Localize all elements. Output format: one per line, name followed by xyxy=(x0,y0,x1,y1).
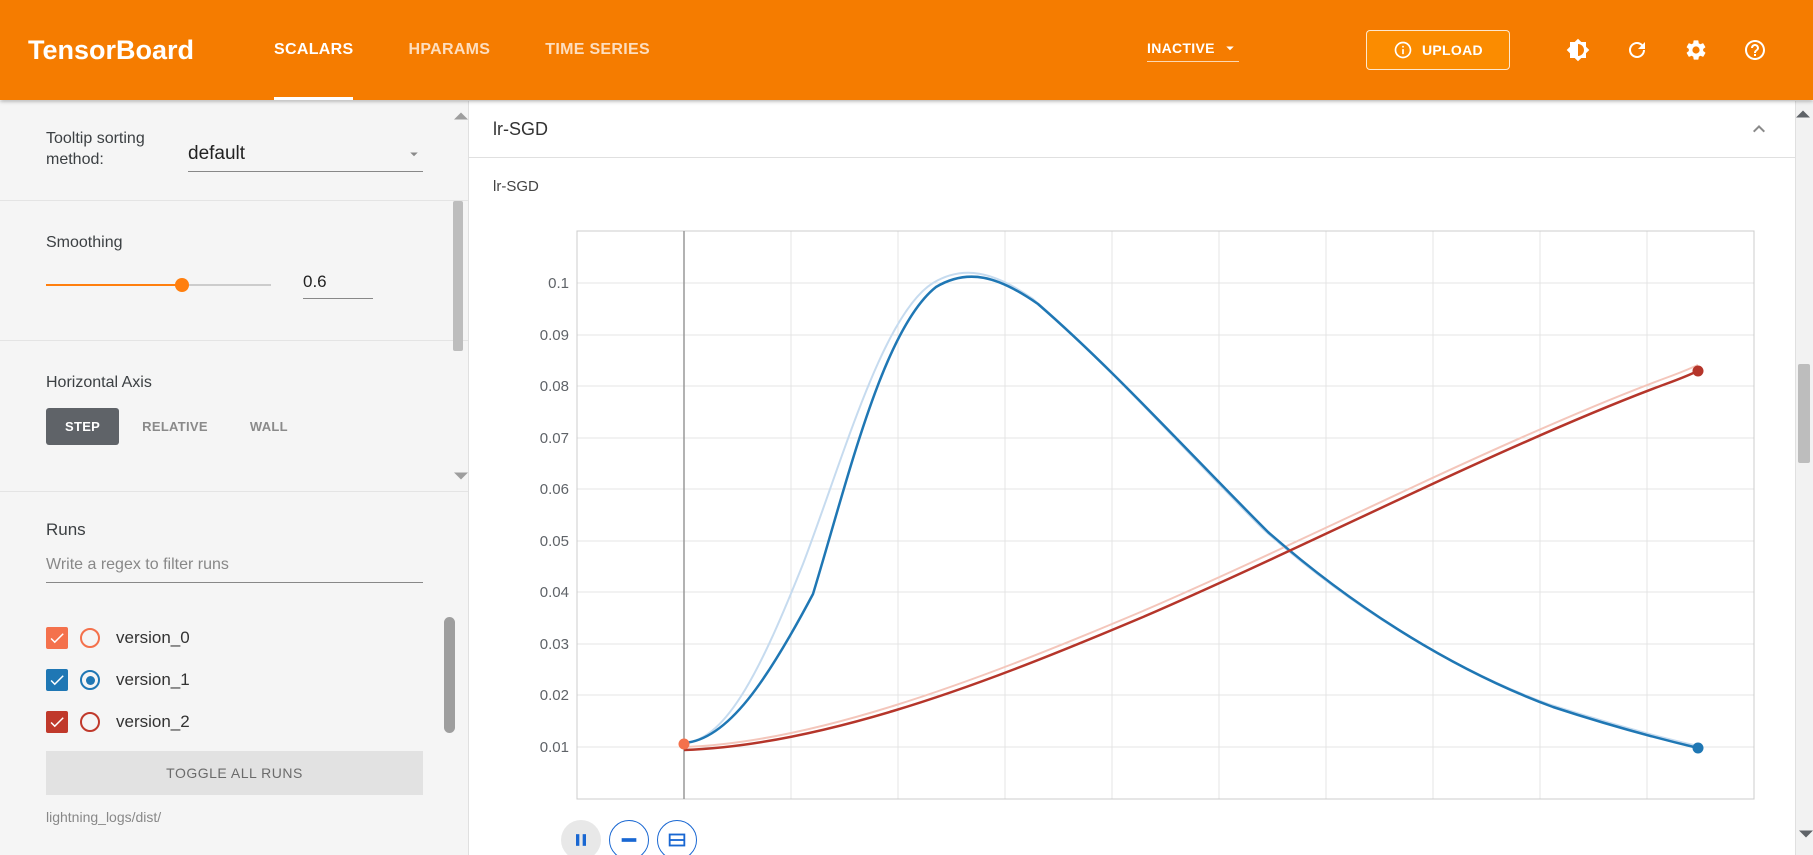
svg-text:0.04: 0.04 xyxy=(540,584,569,601)
svg-text:0.1: 0.1 xyxy=(548,275,569,292)
svg-text:0.01: 0.01 xyxy=(540,739,569,756)
svg-text:0.02: 0.02 xyxy=(540,687,569,704)
svg-text:0.07: 0.07 xyxy=(540,430,569,447)
svg-text:0.08: 0.08 xyxy=(540,378,569,395)
svg-text:0.05: 0.05 xyxy=(540,533,569,550)
svg-text:0.03: 0.03 xyxy=(540,636,569,653)
svg-text:0.06: 0.06 xyxy=(540,481,569,498)
svg-text:0.09: 0.09 xyxy=(540,327,569,344)
